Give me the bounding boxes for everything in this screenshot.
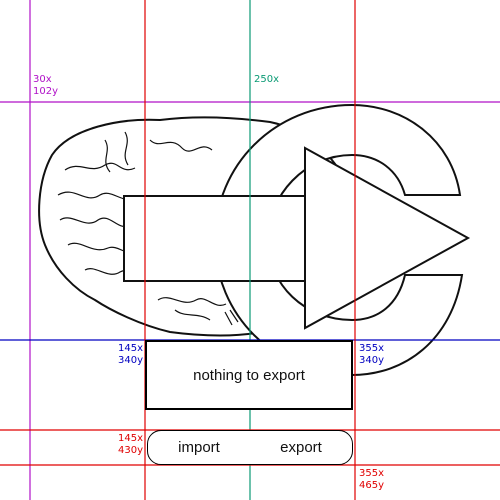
import-export-bar: import export (147, 430, 353, 465)
guide-label-145x-340y: 145x 340y (118, 343, 144, 366)
guide-label-145x-430y: 145x 430y (118, 433, 144, 456)
import-button[interactable]: import (178, 439, 220, 456)
guide-label-250x: 250x (254, 74, 280, 85)
guide-label-355x-465y: 355x 465y (359, 468, 385, 491)
guide-label-355x-340y: 355x 340y (359, 343, 385, 366)
guide-label-30x-102y: 30x 102y (33, 74, 59, 97)
export-button[interactable]: export (280, 439, 322, 456)
status-message-box: nothing to export (145, 340, 353, 410)
export-arrow-icon (123, 146, 471, 330)
c-shape-icon (213, 103, 464, 377)
status-message: nothing to export (193, 366, 305, 384)
